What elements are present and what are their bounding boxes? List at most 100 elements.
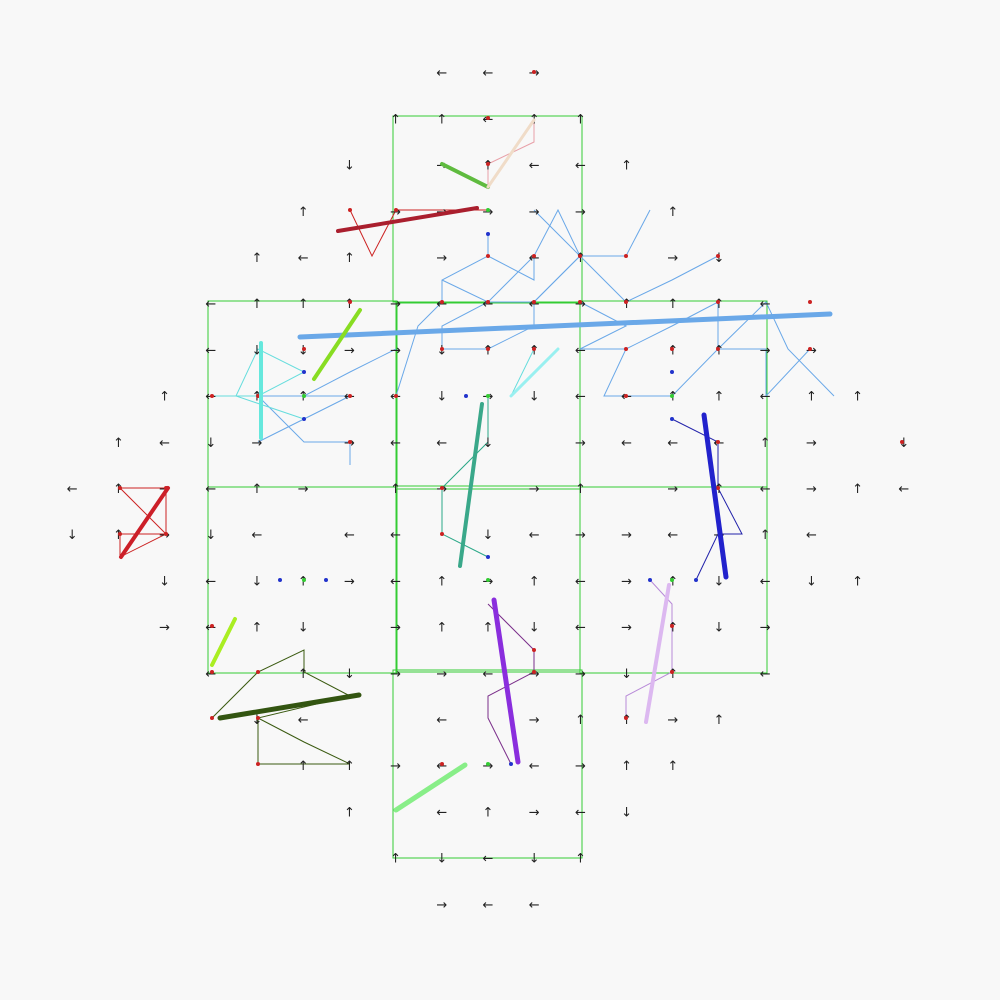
arrow-left-icon: ← bbox=[575, 343, 586, 358]
green-marker-dot bbox=[670, 394, 674, 398]
arrow-left-icon: ← bbox=[436, 436, 447, 451]
arrow-left-icon: ← bbox=[205, 482, 216, 497]
arrow-up-icon: ↑ bbox=[436, 112, 447, 127]
arrow-up-icon: ↑ bbox=[113, 482, 124, 497]
red-marker-dot bbox=[670, 347, 674, 351]
arrow-down-icon: ↓ bbox=[806, 574, 817, 589]
red-marker-dot bbox=[440, 347, 444, 351]
red-marker-dot bbox=[532, 670, 536, 674]
green-marker-dot bbox=[670, 578, 674, 582]
red-marker-dot bbox=[808, 300, 812, 304]
arrow-up-icon: ↑ bbox=[714, 343, 725, 358]
green-marker-dot bbox=[486, 762, 490, 766]
arrow-up-icon: ↑ bbox=[852, 574, 863, 589]
red-marker-dot bbox=[716, 300, 720, 304]
arrow-right-icon: → bbox=[667, 482, 678, 497]
arrow-down-icon: ↓ bbox=[898, 436, 909, 451]
arrow-up-icon: ↑ bbox=[113, 528, 124, 543]
arrow-right-icon: → bbox=[298, 482, 309, 497]
arrow-right-icon: → bbox=[575, 205, 586, 220]
arrow-up-icon: ↑ bbox=[575, 713, 586, 728]
arrow-up-icon: ↑ bbox=[760, 528, 771, 543]
arrow-right-icon: → bbox=[390, 343, 401, 358]
arrow-down-icon: ↓ bbox=[436, 852, 447, 867]
green-marker-dot bbox=[302, 394, 306, 398]
arrow-left-icon: ← bbox=[483, 667, 494, 682]
arrow-up-icon: ↑ bbox=[667, 343, 678, 358]
red-marker-dot bbox=[486, 162, 490, 166]
arrow-left-icon: ← bbox=[760, 390, 771, 405]
red-marker-dot bbox=[348, 300, 352, 304]
arrow-left-icon: ← bbox=[483, 297, 494, 312]
arrow-left-icon: ← bbox=[252, 528, 263, 543]
green-marker-dot bbox=[486, 578, 490, 582]
arrow-right-icon: → bbox=[621, 528, 632, 543]
arrow-left-icon: ← bbox=[344, 528, 355, 543]
arrow-down-icon: ↓ bbox=[436, 390, 447, 405]
arrow-left-icon: ← bbox=[390, 528, 401, 543]
stroke-mint-bottom bbox=[393, 762, 468, 813]
red-marker-dot bbox=[256, 716, 260, 720]
red-marker-dot bbox=[532, 347, 536, 351]
marker-dots bbox=[118, 70, 904, 766]
arrow-left-icon: ← bbox=[159, 436, 170, 451]
arrow-up-icon: ↑ bbox=[575, 852, 586, 867]
arrow-right-icon: → bbox=[575, 759, 586, 774]
arrow-right-icon: → bbox=[760, 621, 771, 636]
red-marker-dot bbox=[716, 486, 720, 490]
stroke-dark-red-top bbox=[336, 206, 479, 233]
arrow-left-icon: ← bbox=[436, 713, 447, 728]
arrow-left-icon: ← bbox=[205, 574, 216, 589]
stroke-green-top bbox=[440, 162, 490, 189]
arrow-up-icon: ↑ bbox=[575, 251, 586, 266]
stroke-red-left bbox=[119, 486, 170, 559]
red-marker-dot bbox=[716, 440, 720, 444]
arrow-right-icon: → bbox=[390, 621, 401, 636]
arrow-left-icon: ← bbox=[529, 898, 540, 913]
red-marker-dot bbox=[808, 347, 812, 351]
blue-marker-dot bbox=[694, 578, 698, 582]
green-marker-dot bbox=[486, 394, 490, 398]
thick-strokes bbox=[119, 118, 833, 813]
arrow-up-icon: ↑ bbox=[575, 112, 586, 127]
arrow-up-icon: ↑ bbox=[113, 436, 124, 451]
thin-path bbox=[441, 279, 535, 350]
arrow-up-icon: ↑ bbox=[436, 621, 447, 636]
arrow-right-icon: → bbox=[529, 667, 540, 682]
red-marker-dot bbox=[348, 394, 352, 398]
stroke-lavender-lower-right bbox=[644, 583, 671, 724]
red-marker-dot bbox=[716, 254, 720, 258]
arrow-up-icon: ↑ bbox=[390, 852, 401, 867]
arrow-left-icon: ← bbox=[806, 528, 817, 543]
arrow-up-icon: ↑ bbox=[298, 297, 309, 312]
arrow-left-icon: ← bbox=[529, 528, 540, 543]
arrow-right-icon: → bbox=[529, 205, 540, 220]
stroke-blue-right bbox=[701, 412, 729, 580]
arrow-up-icon: ↑ bbox=[483, 621, 494, 636]
arrow-right-icon: → bbox=[483, 759, 494, 774]
room-bottom bbox=[392, 669, 583, 859]
red-marker-dot bbox=[900, 440, 904, 444]
arrow-up-icon: ↑ bbox=[714, 297, 725, 312]
red-marker-dot bbox=[210, 394, 214, 398]
thin-path bbox=[579, 301, 835, 397]
stroke-cyan-center bbox=[509, 347, 560, 398]
arrow-right-icon: → bbox=[529, 805, 540, 820]
arrow-up-icon: ↑ bbox=[298, 667, 309, 682]
blue-marker-dot bbox=[278, 578, 282, 582]
arrow-up-icon: ↑ bbox=[252, 297, 263, 312]
arrow-up-icon: ↑ bbox=[621, 159, 632, 174]
arrow-down-icon: ↓ bbox=[159, 574, 170, 589]
arrow-left-icon: ← bbox=[205, 621, 216, 636]
arrow-up-icon: ↑ bbox=[621, 759, 632, 774]
arrow-right-icon: → bbox=[344, 343, 355, 358]
red-marker-dot bbox=[348, 440, 352, 444]
room-outlines bbox=[207, 115, 768, 859]
red-marker-dot bbox=[532, 300, 536, 304]
red-marker-dot bbox=[624, 716, 628, 720]
arrow-down-icon: ↓ bbox=[714, 251, 725, 266]
arrow-up-icon: ↑ bbox=[621, 297, 632, 312]
red-marker-dot bbox=[486, 116, 490, 120]
thin-path bbox=[486, 255, 719, 303]
